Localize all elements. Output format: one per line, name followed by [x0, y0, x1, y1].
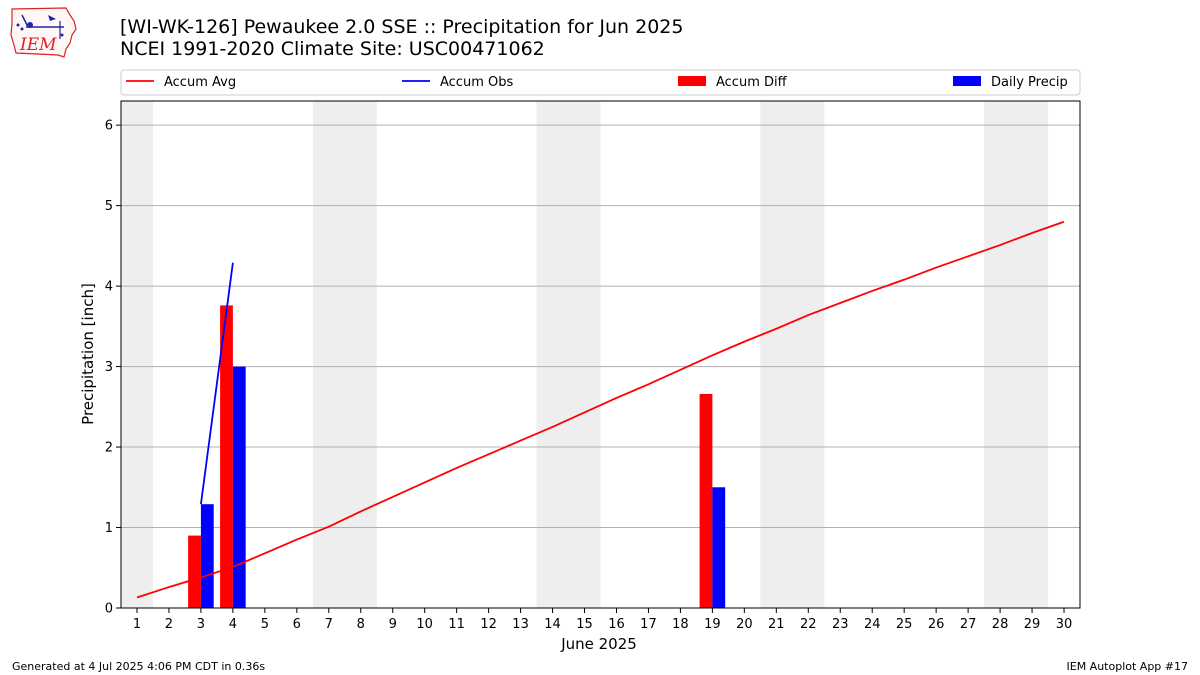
x-axis-label: June 2025	[560, 635, 637, 653]
x-tick-label-1: 1	[133, 617, 141, 632]
iowa-state-logo-icon	[10, 7, 77, 58]
x-tick-label-26: 26	[928, 617, 945, 632]
x-tick-label-15: 15	[576, 617, 593, 632]
y-axis-label: Precipitation [inch]	[79, 283, 97, 425]
y-tick-label-1: 1	[105, 521, 113, 536]
weekend-band-2	[536, 101, 601, 608]
legend-box	[120, 69, 1081, 96]
weekend-band-4	[984, 101, 1049, 608]
x-tick-label-4: 4	[229, 617, 237, 632]
legend-swatch-daily-precip	[953, 76, 981, 86]
x-tick-label-11: 11	[448, 617, 465, 632]
x-tick-label-8: 8	[357, 617, 365, 632]
x-tick-label-9: 9	[389, 617, 397, 632]
chart-title-line1: [WI-WK-126] Pewaukee 2.0 SSE :: Precipit…	[120, 16, 684, 38]
x-tick-label-10: 10	[416, 617, 433, 632]
line-series	[136, 220, 1065, 599]
y-tick-label-0: 0	[105, 602, 113, 617]
legend-label-accum-obs: Accum Obs	[440, 75, 513, 90]
x-tick-label-20: 20	[736, 617, 753, 632]
bar-accum-diff-day-19	[699, 393, 713, 608]
x-axis-ticks: 1 2 3 4 5 6 7 8 9 10 11 12 13 14 15 16 17 18 19 20 21 22 23 24 2…	[133, 608, 1072, 632]
x-tick-label-27: 27	[960, 617, 977, 632]
y-tick-label-2: 2	[105, 441, 113, 456]
y-tick-label-4: 4	[105, 280, 113, 295]
x-tick-label-13: 13	[512, 617, 529, 632]
x-tick-label-29: 29	[1024, 617, 1041, 632]
chart-title-line2: NCEI 1991-2020 Climate Site: USC00471062	[120, 38, 545, 60]
x-tick-label-19: 19	[704, 617, 721, 632]
weekend-band-3	[760, 101, 825, 608]
x-tick-label-25: 25	[896, 617, 913, 632]
y-tick-label-6: 6	[105, 119, 113, 134]
logo-text: IEM	[20, 35, 57, 55]
legend-label-daily-precip: Daily Precip	[991, 75, 1068, 90]
x-tick-label-16: 16	[608, 617, 625, 632]
x-tick-label-17: 17	[640, 617, 657, 632]
legend-label-accum-avg: Accum Avg	[164, 75, 236, 90]
x-tick-label-24: 24	[864, 617, 881, 632]
y-axis-ticks: 0 1 2 3 4 5 6	[105, 119, 121, 617]
weekend-band-0	[121, 101, 153, 608]
line-accum-obs	[200, 262, 234, 505]
x-tick-label-21: 21	[768, 617, 785, 632]
x-tick-label-14: 14	[544, 617, 561, 632]
line-accum-avg	[136, 220, 1065, 599]
bar-daily-precip-day-19	[712, 487, 726, 608]
app-label: IEM Autoplot App #17	[1066, 660, 1189, 673]
x-tick-label-5: 5	[261, 617, 269, 632]
x-tick-label-12: 12	[480, 617, 497, 632]
x-tick-label-28: 28	[992, 617, 1009, 632]
bar-daily-precip-day-4	[232, 366, 246, 608]
generated-timestamp: Generated at 4 Jul 2025 4:06 PM CDT in 0…	[12, 660, 266, 673]
chart-title: [WI-WK-126] Pewaukee 2.0 SSE :: Precipit…	[120, 16, 683, 60]
weekend-band-1	[312, 101, 377, 608]
x-tick-label-23: 23	[832, 617, 849, 632]
bar-accum-diff-day-3	[188, 535, 201, 608]
x-tick-label-18: 18	[672, 617, 689, 632]
y-tick-label-5: 5	[105, 199, 113, 214]
legend-swatch-accum-diff	[678, 76, 706, 86]
legend: Accum Avg Accum Obs Accum Diff Daily Precip	[120, 69, 1081, 96]
x-tick-label-2: 2	[165, 617, 173, 632]
bar-daily-precip-day-3	[200, 504, 214, 608]
x-tick-label-22: 22	[800, 617, 817, 632]
plot-frame	[120, 100, 1081, 609]
x-tick-label-30: 30	[1056, 617, 1073, 632]
bar-series	[188, 305, 726, 608]
x-tick-label-7: 7	[325, 617, 333, 632]
y-tick-label-3: 3	[105, 360, 113, 375]
bar-accum-diff-day-4	[220, 305, 233, 608]
x-tick-label-3: 3	[197, 617, 205, 632]
legend-label-accum-diff: Accum Diff	[716, 75, 788, 90]
x-tick-label-6: 6	[293, 617, 301, 632]
iem-logo: IEM	[8, 5, 80, 59]
weekend-bands	[121, 101, 1049, 608]
y-gridlines	[121, 124, 1080, 529]
